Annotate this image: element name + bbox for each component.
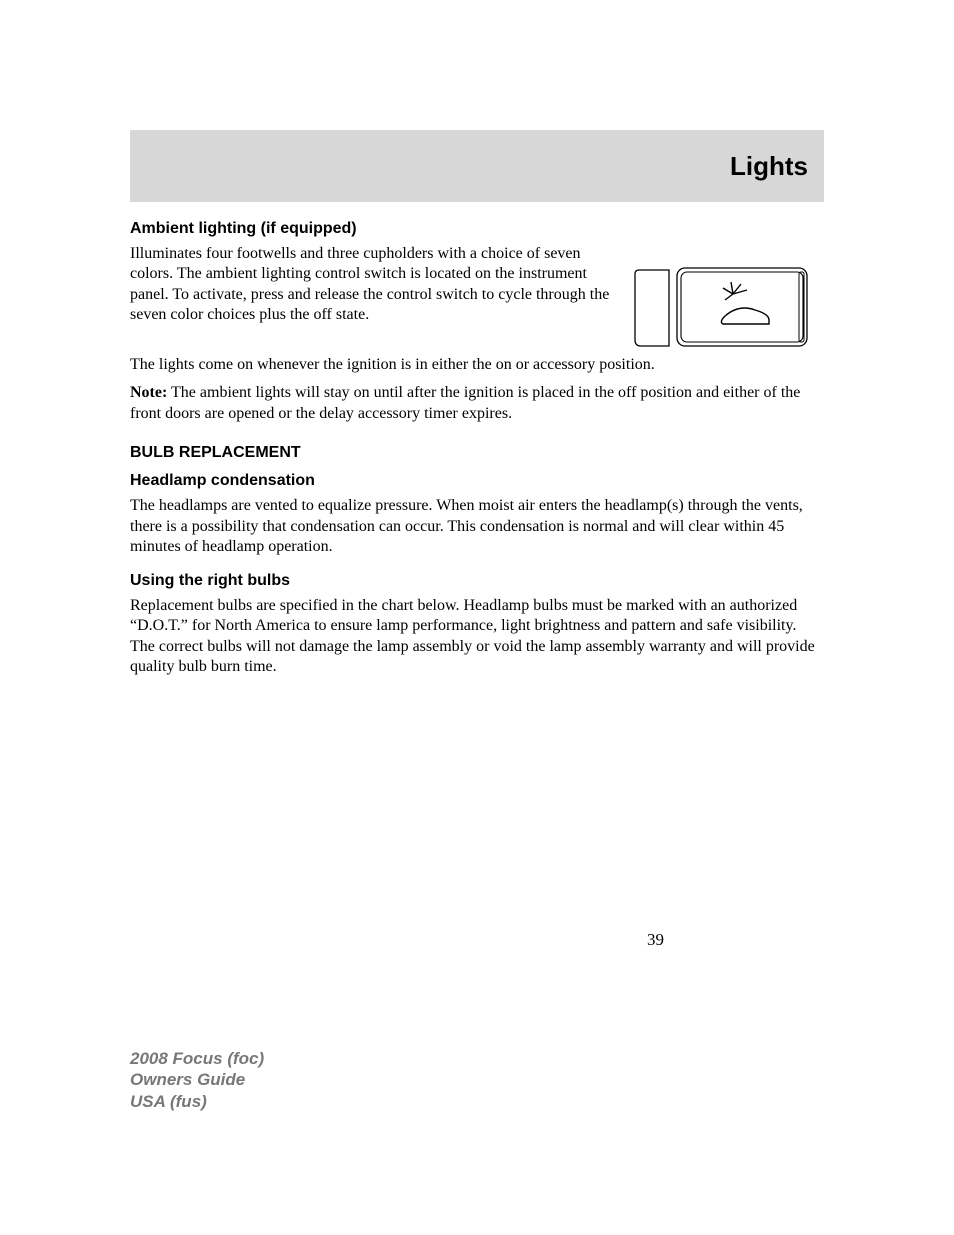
ambient-intro-text-wrap: Illuminates four footwells and three cup… [130,244,611,334]
ambient-note: Note: The ambient lights will stay on un… [130,383,824,424]
ambient-intro-row: Illuminates four footwells and three cup… [130,244,824,355]
note-label: Note: [130,384,167,401]
footer-model: 2008 Focus [130,1049,223,1068]
footer-block: 2008 Focus (foc) Owners Guide USA (fus) [130,1048,264,1112]
footer-line-2: Owners Guide [130,1069,264,1090]
ambient-lighting-title: Ambient lighting (if equipped) [130,220,824,238]
ambient-switch-diagram [629,260,824,355]
note-body: The ambient lights will stay on until af… [130,384,800,421]
using-right-bulbs-body: Replacement bulbs are specified in the c… [130,596,824,678]
footer-region-code: (fus) [165,1092,207,1111]
page-number: 39 [647,930,664,950]
header-band: Lights [130,130,824,202]
footer-line-3: USA (fus) [130,1091,264,1112]
ambient-p2: The lights come on whenever the ignition… [130,355,824,375]
bulb-replacement-heading: BULB REPLACEMENT [130,444,824,462]
page: Lights Ambient lighting (if equipped) Il… [0,0,954,1235]
page-title: Lights [730,151,808,182]
footer-line-1: 2008 Focus (foc) [130,1048,264,1069]
using-right-bulbs-title: Using the right bulbs [130,572,824,590]
footer-model-code: (foc) [223,1049,265,1068]
footer-region: USA [130,1092,165,1111]
switch-diagram-svg [629,260,824,355]
headlamp-condensation-body: The headlamps are vented to equalize pre… [130,496,824,557]
headlamp-condensation-title: Headlamp condensation [130,472,824,490]
ambient-p1: Illuminates four footwells and three cup… [130,244,611,326]
